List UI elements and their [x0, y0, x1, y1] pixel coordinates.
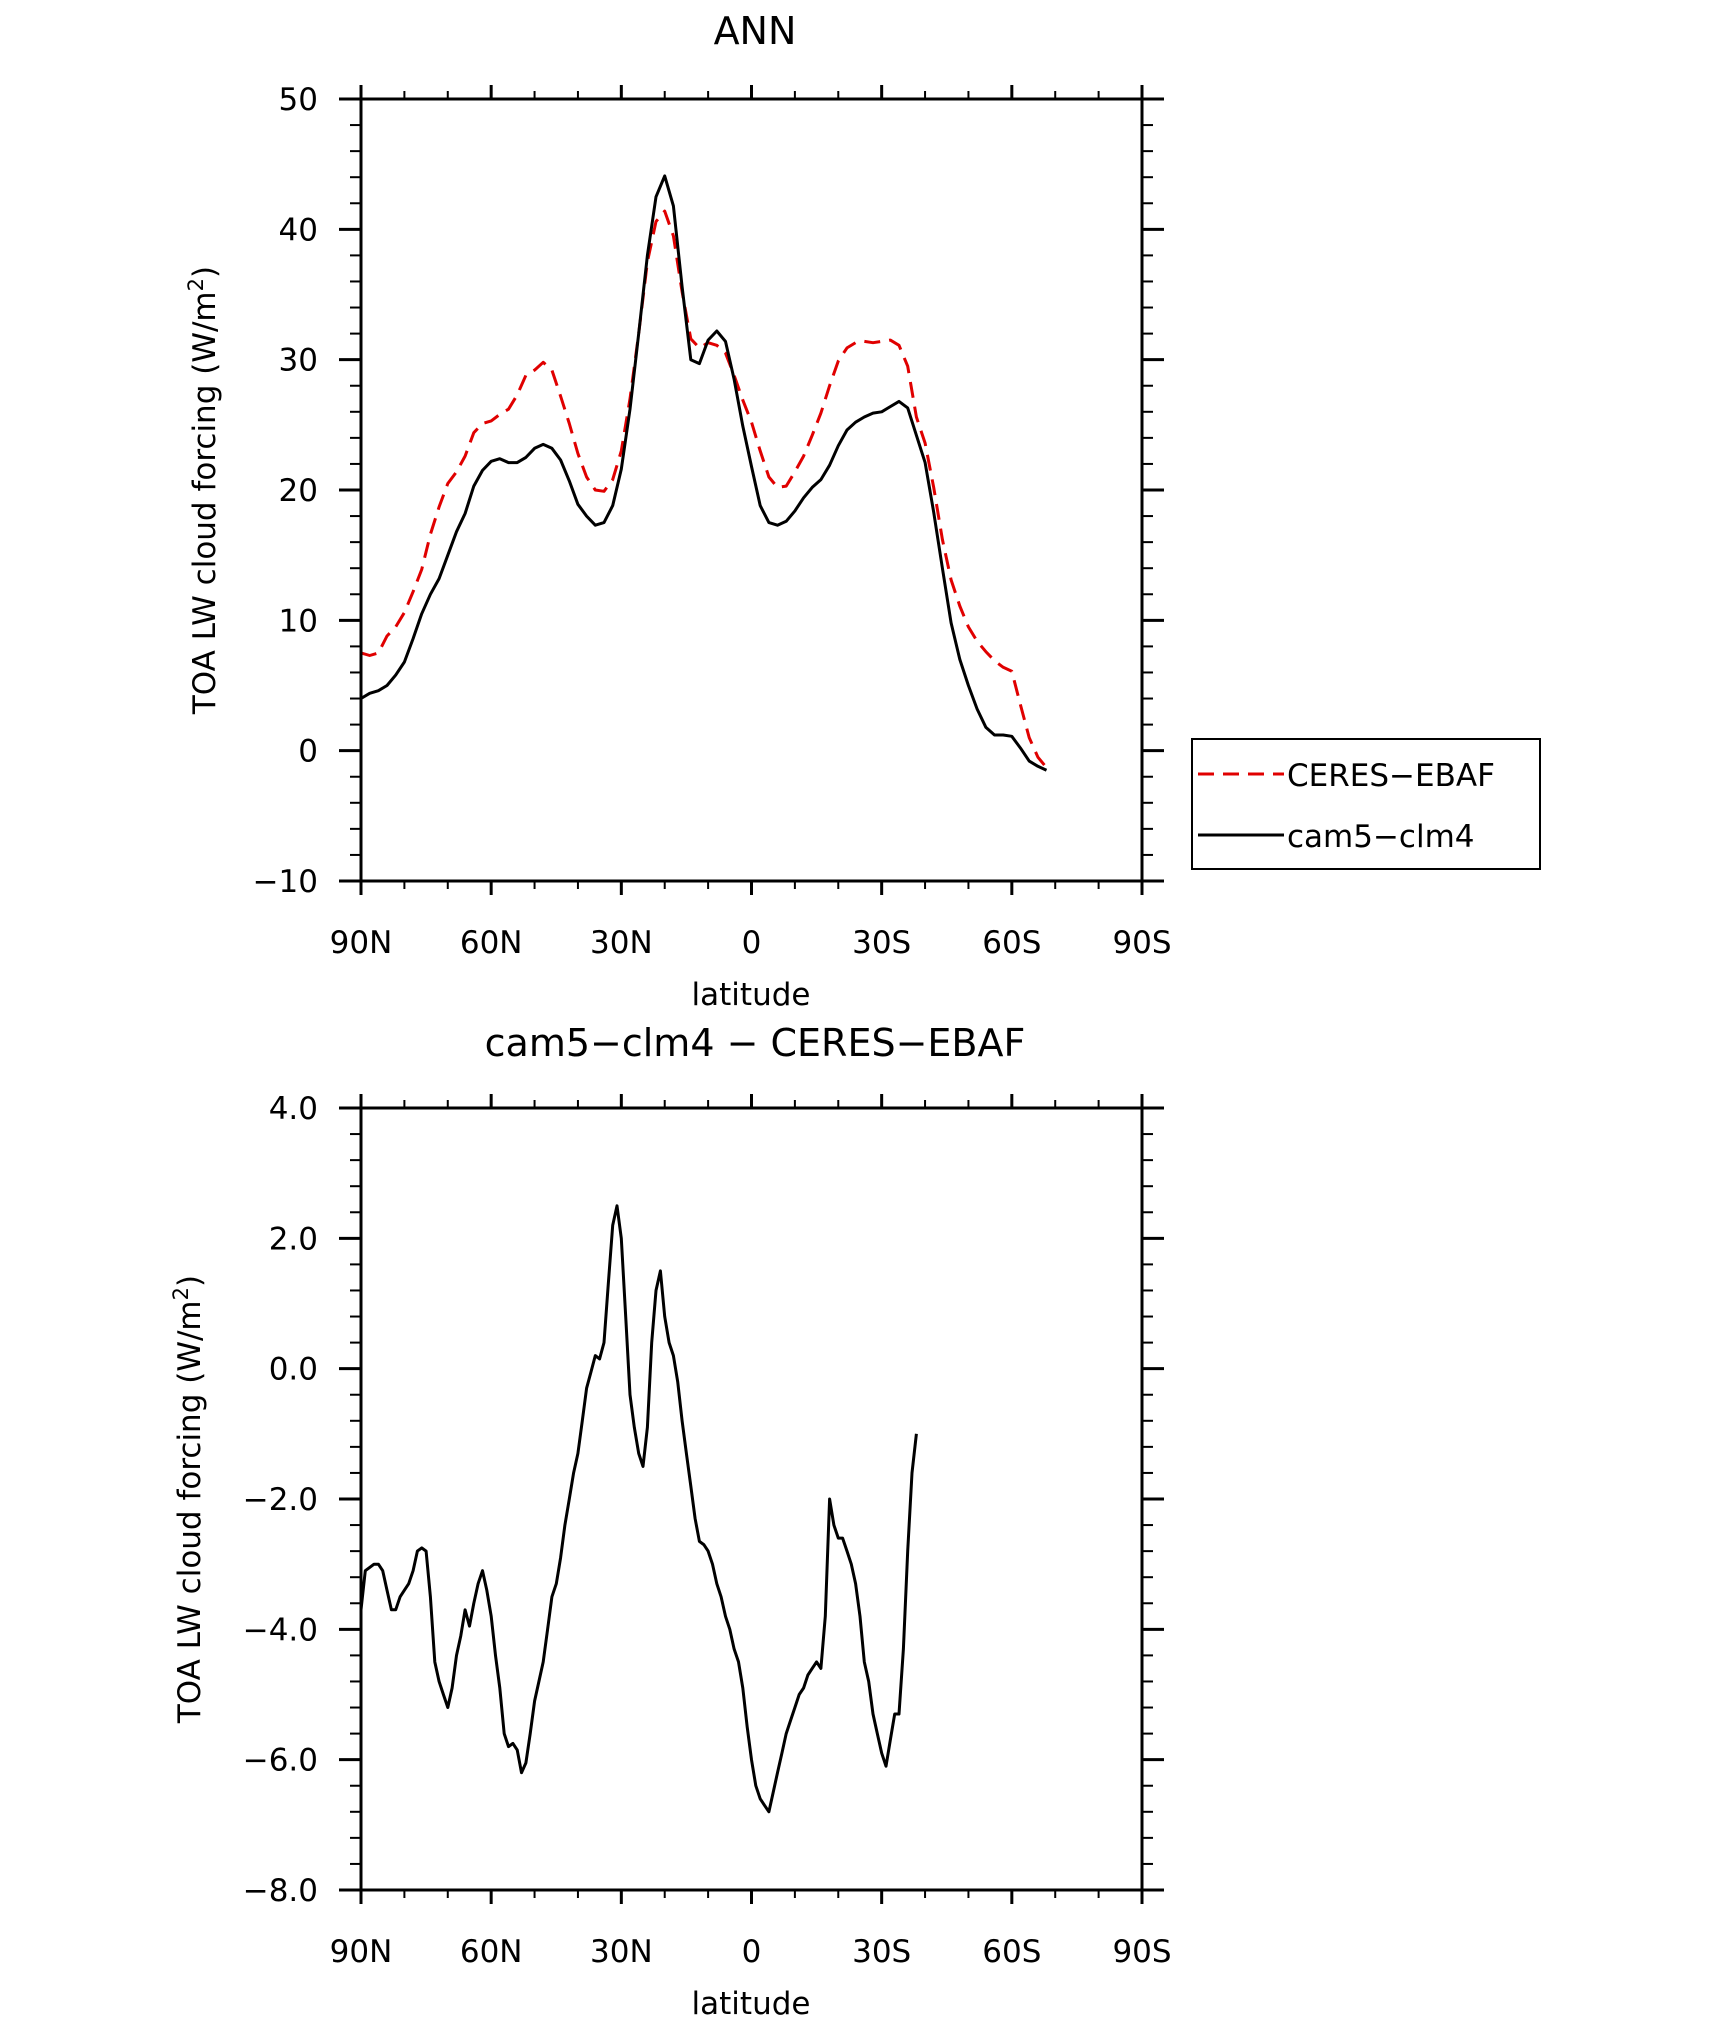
y-tick-label: 10	[279, 603, 318, 639]
chart-2-frame	[359, 1106, 1144, 1892]
chart-1: ANN 90N 60N 30N 0 30S 60S 90S 50 40 30 20 10 0 −10 l…	[184, 9, 1541, 1013]
chart-2-xlabel: latitude	[692, 1986, 811, 2021]
chart-2-ticks	[339, 1094, 1164, 1904]
y-tick-label: 50	[279, 82, 318, 118]
chart-1-title: ANN	[714, 9, 797, 53]
y-tick-label: 40	[279, 212, 318, 248]
x-tick-label: 60S	[982, 1934, 1041, 1970]
y-tick-label: −6.0	[243, 1743, 318, 1779]
chart-1-ylabel: TOA LW cloud forcing (W/m2)	[184, 266, 223, 715]
series-line-ceres-ebaf	[360, 209, 1048, 769]
y-tick-label: 20	[279, 473, 318, 509]
chart-2: cam5−clm4 − CERES−EBAF 90N 60N 30N 0 30S 60S 9…	[169, 1021, 1172, 2021]
x-tick-label: 60N	[460, 1934, 523, 1970]
x-tick-label: 30S	[852, 1934, 911, 1970]
x-tick-label: 60S	[982, 925, 1041, 961]
x-tick-label: 90S	[1112, 1934, 1171, 1970]
chart-2-y-tick-labels: 4.0 2.0 0.0 −2.0 −4.0 −6.0 −8.0	[243, 1091, 318, 1909]
x-tick-label: 90N	[330, 925, 393, 961]
y-tick-label: 4.0	[269, 1091, 318, 1127]
x-tick-label: 30S	[852, 925, 911, 961]
chart-2-x-tick-labels: 90N 60N 30N 0 30S 60S 90S	[330, 1934, 1172, 1970]
y-tick-label: 0	[298, 734, 318, 770]
chart-1-x-tick-labels: 90N 60N 30N 0 30S 60S 90S	[330, 925, 1172, 961]
legend-label-ceres-ebaf: CERES−EBAF	[1287, 758, 1495, 794]
y-tick-label: 2.0	[269, 1221, 318, 1257]
y-tick-label: −2.0	[243, 1482, 318, 1518]
y-tick-label: 0.0	[269, 1352, 318, 1388]
x-tick-label: 90S	[1112, 925, 1171, 961]
x-tick-label: 90N	[330, 1934, 393, 1970]
chart-2-series	[359, 1204, 918, 1814]
x-tick-label: 0	[742, 1934, 762, 1970]
chart-1-series	[360, 174, 1048, 772]
x-tick-label: 0	[742, 925, 762, 961]
chart-1-legend: CERES−EBAF cam5−clm4	[1191, 738, 1541, 870]
y-tick-label: −10	[253, 864, 318, 900]
chart-1-ticks	[339, 85, 1164, 895]
y-tick-label: −4.0	[243, 1612, 318, 1648]
chart-1-y-tick-labels: 50 40 30 20 10 0 −10	[253, 82, 318, 900]
chart-2-ylabel: TOA LW cloud forcing (W/m2)	[169, 1275, 208, 1724]
x-tick-label: 30N	[590, 1934, 653, 1970]
chart-1-frame	[359, 97, 1144, 883]
y-tick-label: −8.0	[243, 1873, 318, 1909]
series-line-cam5-clm4	[360, 174, 1048, 772]
chart-2-title: cam5−clm4 − CERES−EBAF	[485, 1021, 1026, 1065]
legend-label-cam5-clm4: cam5−clm4	[1287, 819, 1475, 855]
chart-1-xlabel: latitude	[692, 977, 811, 1013]
legend-box	[1191, 738, 1541, 870]
series-line-cam5-clm4-ceres-ebaf	[359, 1204, 918, 1814]
x-tick-label: 30N	[590, 925, 653, 961]
x-tick-label: 60N	[460, 925, 523, 961]
y-tick-label: 30	[279, 343, 318, 379]
